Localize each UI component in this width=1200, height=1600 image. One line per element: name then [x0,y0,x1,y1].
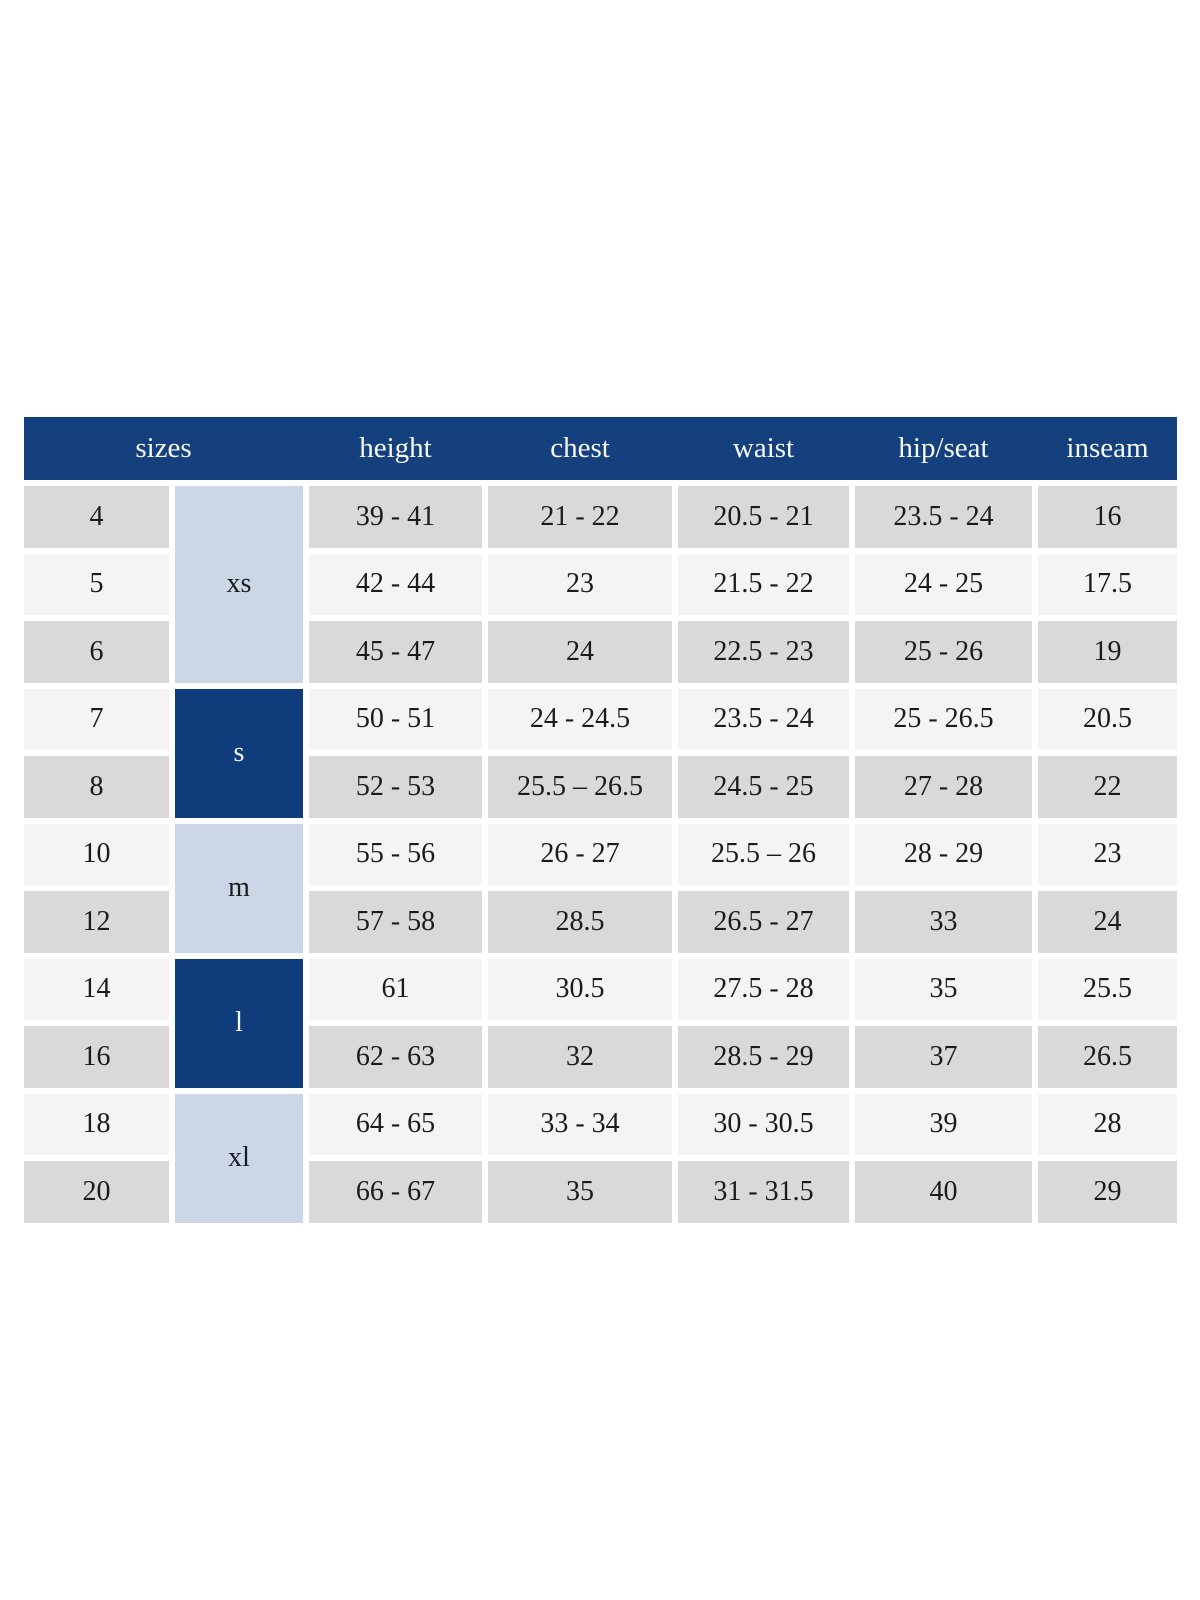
cell-hip-seat: 24 - 25 [855,553,1032,615]
cell-chest: 24 - 24.5 [488,688,672,750]
cell-waist: 28.5 - 29 [678,1026,849,1088]
cell-waist: 30 - 30.5 [678,1093,849,1155]
cell-inseam: 25.5 [1038,958,1177,1020]
cell-height: 64 - 65 [309,1093,482,1155]
cell-hip-seat: 23.5 - 24 [855,486,1032,548]
cell-inseam: 26.5 [1038,1026,1177,1088]
cell-inseam: 20.5 [1038,688,1177,750]
cell-inseam: 16 [1038,486,1177,548]
cell-size: 16 [24,1026,169,1088]
cell-size: 7 [24,688,169,750]
cell-waist: 26.5 - 27 [678,891,849,953]
cell-height: 66 - 67 [309,1161,482,1223]
header-inseam: inseam [1066,432,1149,464]
cell-chest: 24 [488,621,672,683]
cell-waist: 23.5 - 24 [678,688,849,750]
cell-inseam: 17.5 [1038,553,1177,615]
cell-waist: 31 - 31.5 [678,1161,849,1223]
cell-size: 6 [24,621,169,683]
cell-inseam: 23 [1038,823,1177,885]
cell-size: 8 [24,756,169,818]
cell-chest: 28.5 [488,891,672,953]
cell-hip-seat: 40 [855,1161,1032,1223]
cell-size: 4 [24,486,169,548]
cell-height: 45 - 47 [309,621,482,683]
cell-inseam: 24 [1038,891,1177,953]
cell-chest: 35 [488,1161,672,1223]
cell-hip-seat: 35 [855,958,1032,1020]
group-cell-xs: xs [175,486,303,683]
cell-hip-seat: 25 - 26.5 [855,688,1032,750]
header-hip-seat: hip/seat [898,432,989,464]
cell-hip-seat: 25 - 26 [855,621,1032,683]
cell-inseam: 28 [1038,1093,1177,1155]
cell-chest: 26 - 27 [488,823,672,885]
cell-hip-seat: 37 [855,1026,1032,1088]
cell-hip-seat: 33 [855,891,1032,953]
cell-height: 42 - 44 [309,553,482,615]
group-cell-xl: xl [175,1093,303,1223]
cell-chest: 21 - 22 [488,486,672,548]
cell-inseam: 29 [1038,1161,1177,1223]
table-header-row: sizes height chest waist hip/seat inseam [24,417,1177,480]
header-chest: chest [550,432,610,464]
cell-waist: 20.5 - 21 [678,486,849,548]
cell-chest: 23 [488,553,672,615]
cell-waist: 22.5 - 23 [678,621,849,683]
cell-height: 50 - 51 [309,688,482,750]
cell-size: 10 [24,823,169,885]
cell-inseam: 19 [1038,621,1177,683]
cell-chest: 30.5 [488,958,672,1020]
header-sizes: sizes [135,432,192,464]
cell-height: 52 - 53 [309,756,482,818]
cell-chest: 33 - 34 [488,1093,672,1155]
cell-chest: 32 [488,1026,672,1088]
cell-height: 61 [309,958,482,1020]
cell-hip-seat: 27 - 28 [855,756,1032,818]
cell-size: 5 [24,553,169,615]
cell-height: 39 - 41 [309,486,482,548]
group-cell-s: s [175,688,303,818]
cell-size: 20 [24,1161,169,1223]
cell-height: 62 - 63 [309,1026,482,1088]
size-chart-table: sizes height chest waist hip/seat inseam… [24,417,1177,1223]
cell-waist: 24.5 - 25 [678,756,849,818]
cell-waist: 27.5 - 28 [678,958,849,1020]
header-waist: waist [732,432,795,464]
cell-hip-seat: 39 [855,1093,1032,1155]
cell-height: 57 - 58 [309,891,482,953]
header-height: height [359,432,432,464]
table-body: 4 xs 39 - 41 21 - 22 20.5 - 21 23.5 - 24… [24,486,1177,1223]
cell-chest: 25.5 – 26.5 [488,756,672,818]
cell-waist: 25.5 – 26 [678,823,849,885]
group-cell-l: l [175,958,303,1088]
cell-inseam: 22 [1038,756,1177,818]
group-cell-m: m [175,823,303,953]
cell-hip-seat: 28 - 29 [855,823,1032,885]
cell-size: 12 [24,891,169,953]
cell-height: 55 - 56 [309,823,482,885]
cell-size: 14 [24,958,169,1020]
cell-waist: 21.5 - 22 [678,553,849,615]
cell-size: 18 [24,1093,169,1155]
